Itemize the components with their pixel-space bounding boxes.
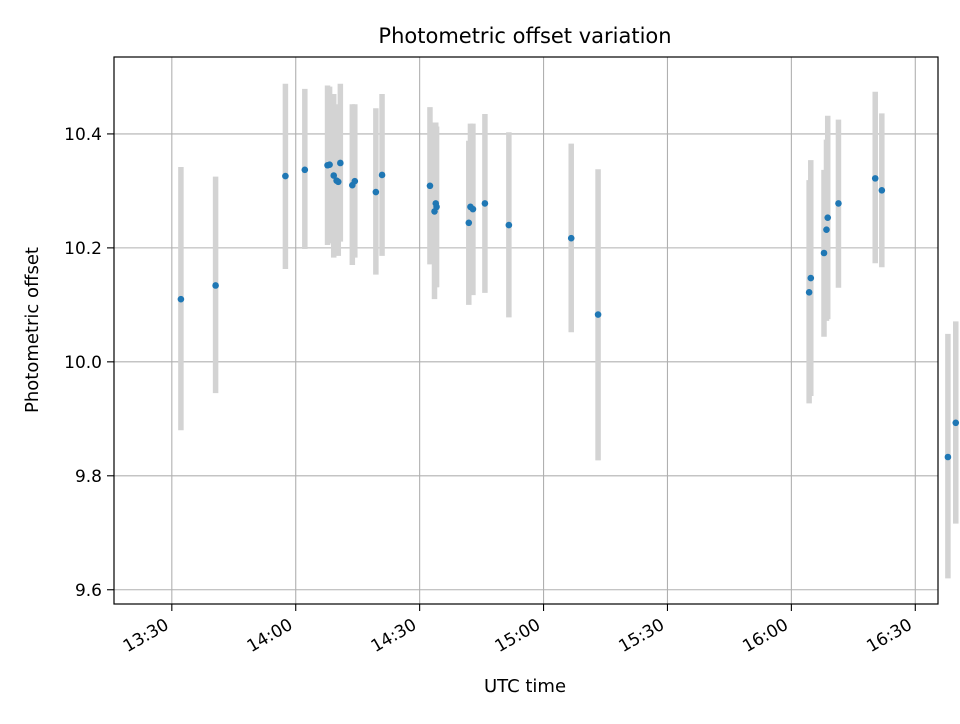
- data-point: [820, 249, 828, 257]
- data-point: [301, 166, 309, 174]
- y-tick-label: 10.2: [64, 239, 102, 259]
- data-point: [330, 172, 338, 179]
- plot-area: [114, 57, 938, 604]
- data-point: [481, 200, 489, 207]
- plot-frame: [113, 56, 939, 605]
- y-tick-label: 10.0: [64, 353, 102, 373]
- x-axis-label: UTC time: [484, 676, 566, 697]
- data-point: [823, 226, 830, 233]
- data-point: [878, 187, 886, 194]
- data-point: [465, 219, 473, 227]
- y-axis-ticks: 9.6 9.8 10.0 10.2 10.4: [64, 125, 114, 601]
- data-point: [351, 177, 359, 185]
- data-point: [505, 221, 513, 229]
- data-point: [326, 161, 333, 168]
- data-point: [469, 205, 477, 213]
- data-point: [177, 295, 185, 303]
- data-point: [426, 182, 434, 190]
- data-point: [824, 214, 832, 221]
- data-point: [952, 419, 960, 427]
- data-point: [433, 203, 440, 211]
- data-point: [372, 188, 380, 196]
- data-point: [944, 453, 952, 461]
- data-point: [337, 159, 344, 167]
- data-point: [212, 282, 219, 289]
- data-points: [177, 159, 960, 461]
- data-point: [334, 178, 342, 186]
- y-axis-label: Photometric offset: [22, 247, 43, 413]
- data-point: [282, 172, 289, 180]
- data-point: [871, 175, 879, 182]
- data-point: [594, 311, 602, 318]
- data-point: [835, 200, 842, 207]
- data-point: [805, 289, 813, 296]
- chart-title: Photometric offset variation: [378, 24, 671, 48]
- y-tick-label: 9.8: [75, 467, 102, 487]
- y-tick-label: 10.4: [64, 125, 102, 145]
- grid: [114, 57, 938, 604]
- y-tick-label: 9.6: [75, 581, 102, 601]
- data-point: [807, 274, 815, 282]
- data-point: [567, 234, 575, 242]
- data-point: [378, 171, 386, 179]
